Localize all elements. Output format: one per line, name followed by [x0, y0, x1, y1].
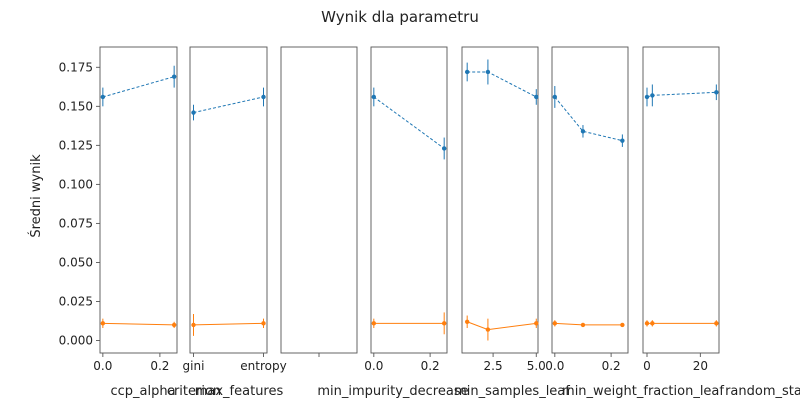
- data-point: [714, 90, 719, 95]
- series-line: [193, 96, 264, 114]
- panel-criterion: gini entropy criterion: [167, 46, 287, 399]
- x-tick-label: 20: [693, 359, 708, 373]
- data-point: [650, 93, 655, 98]
- data-point: [371, 321, 377, 326]
- x-axis-label: ccp_alpha: [110, 384, 175, 399]
- x-tick-label: 2.5: [484, 359, 503, 373]
- data-point: [534, 94, 539, 100]
- y-tick-label: 0.025: [59, 294, 93, 308]
- data-point: [644, 321, 650, 326]
- panel-frame: [280, 46, 358, 354]
- panel-frame: [642, 46, 720, 354]
- series-1: [464, 59, 539, 105]
- x-axis-label: random_state: [725, 384, 800, 399]
- data-point: [171, 322, 177, 328]
- x-tick-label: 0.0: [93, 359, 112, 373]
- data-point: [441, 321, 447, 326]
- panel-random-state: 0 20 random_state: [642, 46, 800, 399]
- panels: 0.0 0.2 ccp_alpha gini entropy criterionmax_f…: [93, 46, 800, 399]
- series-line: [193, 322, 264, 326]
- series-2: [100, 318, 177, 329]
- x-tick-label: 0.2: [421, 359, 440, 373]
- data-point: [552, 321, 558, 326]
- data-point: [580, 322, 586, 328]
- x-tick-label: 0: [643, 359, 651, 373]
- y-tick-label: 0.000: [59, 334, 93, 348]
- panel-frame: [461, 46, 539, 354]
- panel-frame: [370, 46, 448, 354]
- y-tick-label: 0.150: [59, 99, 93, 113]
- data-point: [534, 321, 539, 326]
- series-line: [467, 71, 537, 98]
- x-tick-label: entropy: [240, 359, 286, 373]
- x-axis-label: min_samples_leaf: [454, 384, 570, 399]
- data-point: [552, 94, 558, 100]
- series-line: [646, 91, 717, 98]
- x-axis-label: min_weight_fraction_leaf: [562, 384, 724, 399]
- series-1: [191, 87, 266, 121]
- x-tick-label: 0.0: [364, 359, 383, 373]
- data-point: [191, 110, 196, 115]
- panel-frame: [189, 46, 268, 354]
- y-tick-label: 0.075: [59, 216, 93, 230]
- y-tick-label: 0.125: [59, 138, 93, 152]
- series-1: [552, 86, 625, 147]
- data-point: [100, 321, 106, 326]
- series-line: [102, 76, 175, 98]
- panel-max-features: max_features: [195, 46, 358, 399]
- x-tick-label: 0.2: [150, 359, 169, 373]
- data-point: [714, 321, 719, 326]
- data-point: [464, 69, 470, 75]
- panel-min-weight-fraction-leaf: 0.0 0.2 min_weight_fraction_leaf: [545, 46, 724, 399]
- data-point: [191, 322, 196, 328]
- series-line: [102, 322, 175, 326]
- x-axis-label: max_features: [195, 384, 284, 399]
- data-point: [100, 94, 106, 100]
- series-line: [554, 322, 623, 326]
- data-point: [620, 322, 625, 328]
- series-2: [644, 320, 719, 327]
- panel-min-samples-leaf: 2.5 5.0 min_samples_leaf: [454, 46, 570, 399]
- series-line: [373, 96, 445, 149]
- panel-frame: [99, 46, 178, 354]
- data-point: [485, 327, 491, 332]
- panel-frame: [551, 46, 629, 354]
- y-tick-label: 0.050: [59, 255, 93, 269]
- series-line: [467, 321, 537, 331]
- panel-min-impurity-decrease: 0.0 0.2 min_impurity_decrease: [317, 46, 469, 399]
- series-2: [552, 320, 625, 328]
- data-point: [464, 319, 470, 324]
- series-line: [554, 96, 623, 142]
- y-axis-ticks: 0.000 0.025 0.050 0.075 0.100 0.125 0.150 0.175: [59, 60, 100, 348]
- series-2: [464, 315, 539, 341]
- y-tick-label: 0.100: [59, 177, 93, 191]
- x-axis-label: min_impurity_decrease: [317, 384, 468, 399]
- y-tick-label: 0.175: [59, 60, 93, 74]
- series-1: [644, 84, 719, 107]
- series-2: [191, 313, 266, 336]
- data-point: [485, 69, 491, 75]
- series-2: [371, 312, 447, 335]
- data-point: [620, 138, 625, 143]
- data-point: [171, 74, 177, 79]
- data-point: [650, 321, 655, 326]
- data-point: [580, 129, 586, 134]
- chart-title: Wynik dla parametru: [321, 8, 479, 26]
- series-1: [100, 65, 177, 107]
- data-point: [261, 94, 266, 100]
- data-point: [371, 94, 377, 100]
- panel-ccp-alpha: 0.0 0.2 ccp_alpha: [93, 46, 178, 399]
- data-point: [644, 94, 650, 100]
- x-tick-label: 0.2: [602, 359, 621, 373]
- data-point: [261, 321, 266, 326]
- data-point: [441, 146, 447, 151]
- x-tick-label: 0.0: [545, 359, 564, 373]
- series-1: [371, 87, 447, 160]
- x-tick-label: 5.0: [527, 359, 546, 373]
- x-tick-label: gini: [183, 359, 205, 373]
- y-axis-label: Średni wynik: [28, 154, 44, 238]
- x-axis-label: criterion: [167, 384, 221, 399]
